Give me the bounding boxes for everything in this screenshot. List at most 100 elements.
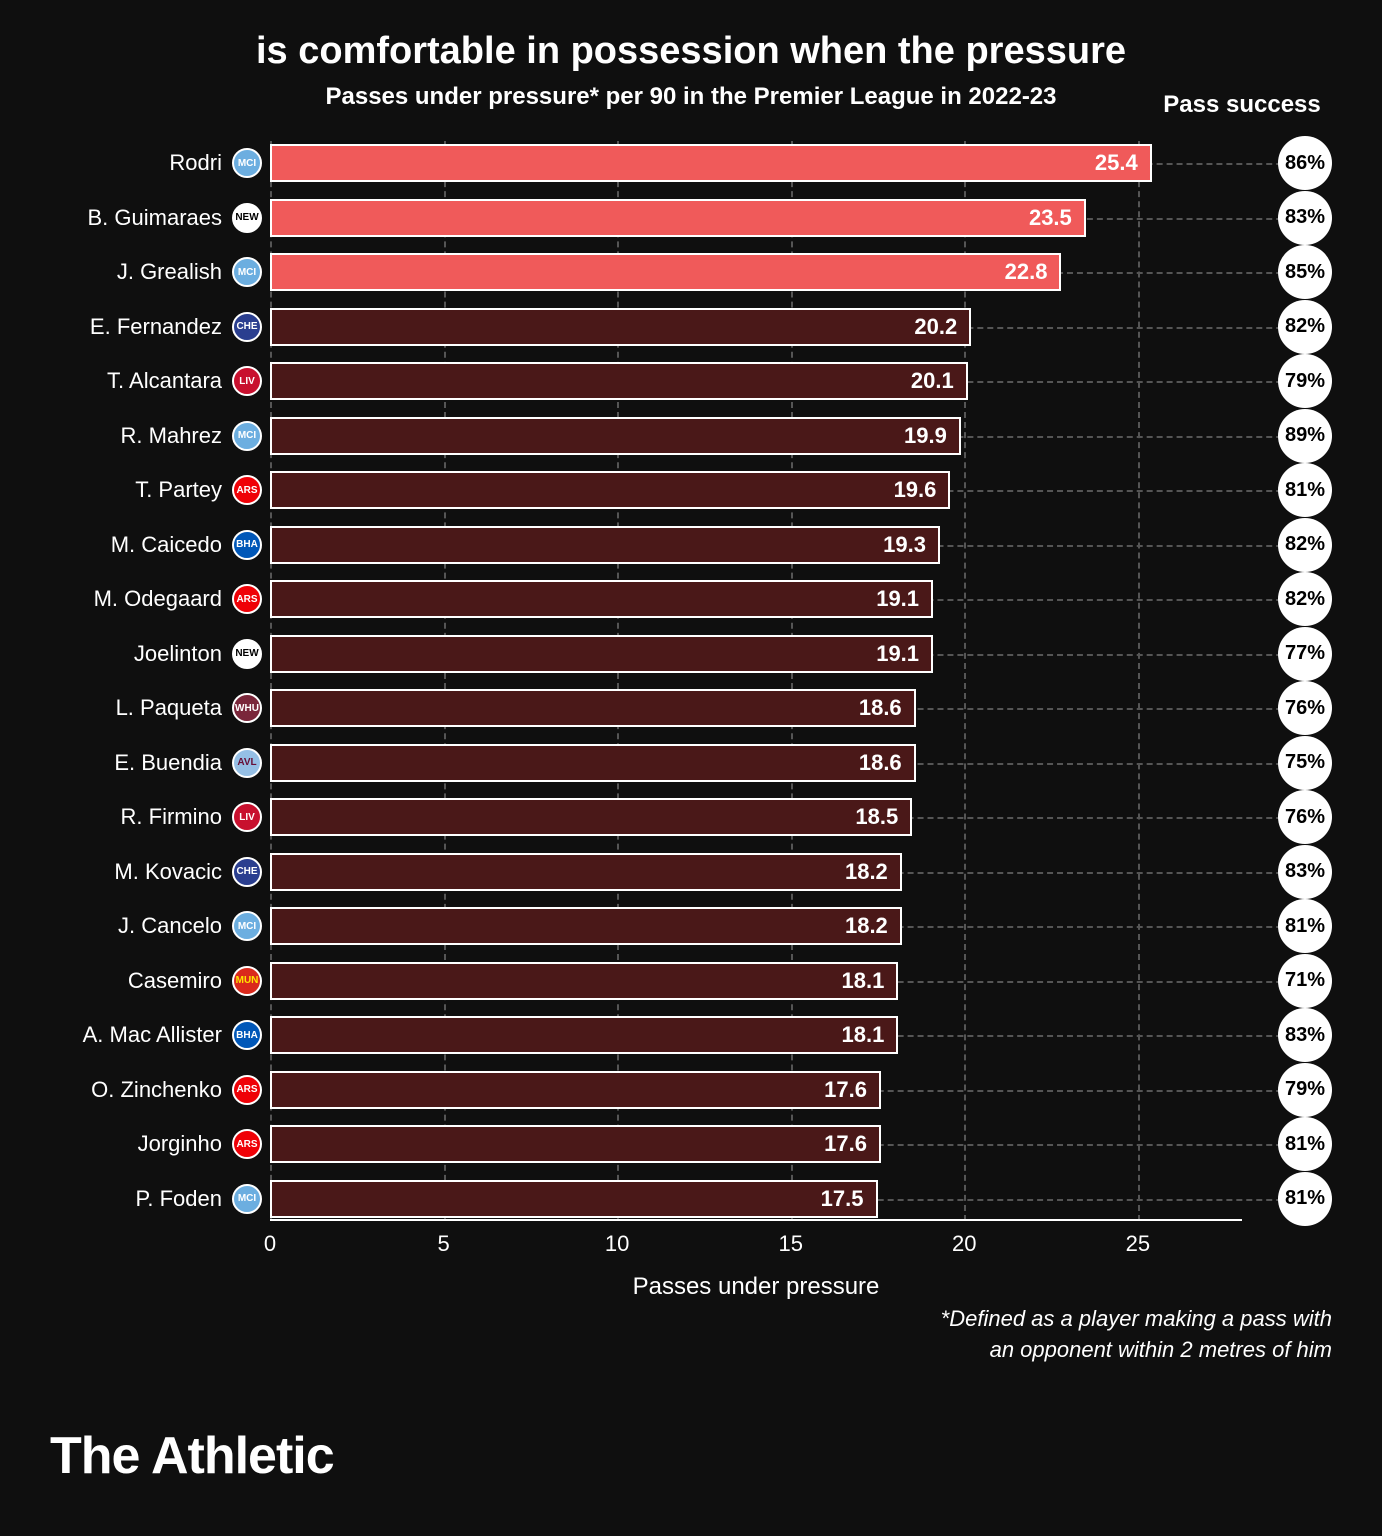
pass-success-badge: 81% (1278, 1117, 1332, 1171)
player-row: T. AlcantaraLIV20.179% (270, 359, 1242, 403)
player-row: O. ZinchenkoARS17.679% (270, 1068, 1242, 1112)
pass-success-badge: 81% (1278, 899, 1332, 953)
player-row: M. CaicedoBHA19.382% (270, 523, 1242, 567)
x-tick: 15 (778, 1231, 802, 1257)
player-row: M. OdegaardARS19.182% (270, 577, 1242, 621)
pass-success-badge: 71% (1278, 954, 1332, 1008)
player-row: P. FodenMCI17.581% (270, 1177, 1242, 1221)
bar: 17.6 (270, 1125, 881, 1163)
player-name: E. Fernandez (22, 314, 222, 340)
club-badge-icon: MUN (232, 966, 262, 996)
club-badge-icon: NEW (232, 639, 262, 669)
club-badge-icon: CHE (232, 312, 262, 342)
club-badge-icon: MCI (232, 421, 262, 451)
bar: 18.2 (270, 853, 902, 891)
pass-success-badge: 83% (1278, 1008, 1332, 1062)
chart-rows: RodriMCI25.486%B. GuimaraesNEW23.583%J. … (270, 141, 1242, 1221)
bar: 17.5 (270, 1180, 878, 1218)
club-badge-icon: LIV (232, 802, 262, 832)
player-name: L. Paqueta (22, 695, 222, 721)
x-axis: 0510152025 (270, 1231, 1242, 1261)
bar: 18.1 (270, 962, 898, 1000)
club-badge-icon: BHA (232, 1020, 262, 1050)
x-axis-line (270, 1219, 1242, 1221)
player-row: R. MahrezMCI19.989% (270, 414, 1242, 458)
pass-success-header: Pass success (1152, 91, 1332, 119)
pass-success-badge: 83% (1278, 191, 1332, 245)
bar: 19.1 (270, 635, 933, 673)
player-name: Jorginho (22, 1131, 222, 1157)
club-badge-icon: ARS (232, 584, 262, 614)
player-row: B. GuimaraesNEW23.583% (270, 196, 1242, 240)
player-name: Casemiro (22, 968, 222, 994)
player-name: T. Alcantara (22, 368, 222, 394)
club-badge-icon: ARS (232, 1075, 262, 1105)
player-name: J. Cancelo (22, 913, 222, 939)
player-name: M. Caicedo (22, 532, 222, 558)
player-row: J. CanceloMCI18.281% (270, 904, 1242, 948)
player-row: E. FernandezCHE20.282% (270, 305, 1242, 349)
club-badge-icon: MCI (232, 911, 262, 941)
player-name: Rodri (22, 150, 222, 176)
footnote-line-2: an opponent within 2 metres of him (941, 1335, 1332, 1366)
pass-success-badge: 85% (1278, 245, 1332, 299)
bar: 17.6 (270, 1071, 881, 1109)
chart-area: Pass success RodriMCI25.486%B. Guimaraes… (270, 131, 1242, 1291)
club-badge-icon: ARS (232, 1129, 262, 1159)
club-badge-icon: CHE (232, 857, 262, 887)
x-tick: 0 (264, 1231, 276, 1257)
bar: 20.1 (270, 362, 968, 400)
bar: 18.5 (270, 798, 912, 836)
footnote-line-1: *Defined as a player making a pass with (941, 1304, 1332, 1335)
club-badge-icon: NEW (232, 203, 262, 233)
bar: 22.8 (270, 253, 1061, 291)
pass-success-badge: 81% (1278, 1172, 1332, 1226)
player-name: J. Grealish (22, 259, 222, 285)
player-row: T. ParteyARS19.681% (270, 468, 1242, 512)
player-name: T. Partey (22, 477, 222, 503)
club-badge-icon: BHA (232, 530, 262, 560)
player-name: B. Guimaraes (22, 205, 222, 231)
bar: 19.1 (270, 580, 933, 618)
x-tick: 20 (952, 1231, 976, 1257)
pass-success-badge: 75% (1278, 736, 1332, 790)
pass-success-badge: 82% (1278, 572, 1332, 626)
player-name: R. Mahrez (22, 423, 222, 449)
x-tick: 25 (1126, 1231, 1150, 1257)
player-row: JoelintonNEW19.177% (270, 632, 1242, 676)
player-name: A. Mac Allister (22, 1022, 222, 1048)
player-row: A. Mac AllisterBHA18.183% (270, 1013, 1242, 1057)
bar: 25.4 (270, 144, 1152, 182)
club-badge-icon: LIV (232, 366, 262, 396)
player-row: R. FirminoLIV18.576% (270, 795, 1242, 839)
club-badge-icon: WHU (232, 693, 262, 723)
club-badge-icon: MCI (232, 257, 262, 287)
bar: 20.2 (270, 308, 971, 346)
pass-success-badge: 76% (1278, 681, 1332, 735)
club-badge-icon: MCI (232, 1184, 262, 1214)
player-row: L. PaquetaWHU18.676% (270, 686, 1242, 730)
pass-success-badge: 76% (1278, 790, 1332, 844)
bar: 18.6 (270, 744, 916, 782)
player-row: M. KovacicCHE18.283% (270, 850, 1242, 894)
pass-success-badge: 79% (1278, 1063, 1332, 1117)
player-row: JorginhoARS17.681% (270, 1122, 1242, 1166)
bar: 19.9 (270, 417, 961, 455)
x-axis-label: Passes under pressure (270, 1273, 1242, 1301)
pass-success-badge: 81% (1278, 463, 1332, 517)
player-name: Joelinton (22, 641, 222, 667)
x-tick: 5 (437, 1231, 449, 1257)
pass-success-badge: 82% (1278, 518, 1332, 572)
bar: 18.1 (270, 1016, 898, 1054)
player-name: P. Foden (22, 1186, 222, 1212)
club-badge-icon: AVL (232, 748, 262, 778)
player-name: E. Buendia (22, 750, 222, 776)
chart-title: is comfortable in possession when the pr… (50, 30, 1332, 73)
brand-logo: The Athletic (50, 1426, 334, 1486)
chart-subtitle: Passes under pressure* per 90 in the Pre… (50, 83, 1332, 111)
player-name: M. Kovacic (22, 859, 222, 885)
bar: 18.2 (270, 907, 902, 945)
club-badge-icon: MCI (232, 148, 262, 178)
club-badge-icon: ARS (232, 475, 262, 505)
bar: 19.6 (270, 471, 950, 509)
